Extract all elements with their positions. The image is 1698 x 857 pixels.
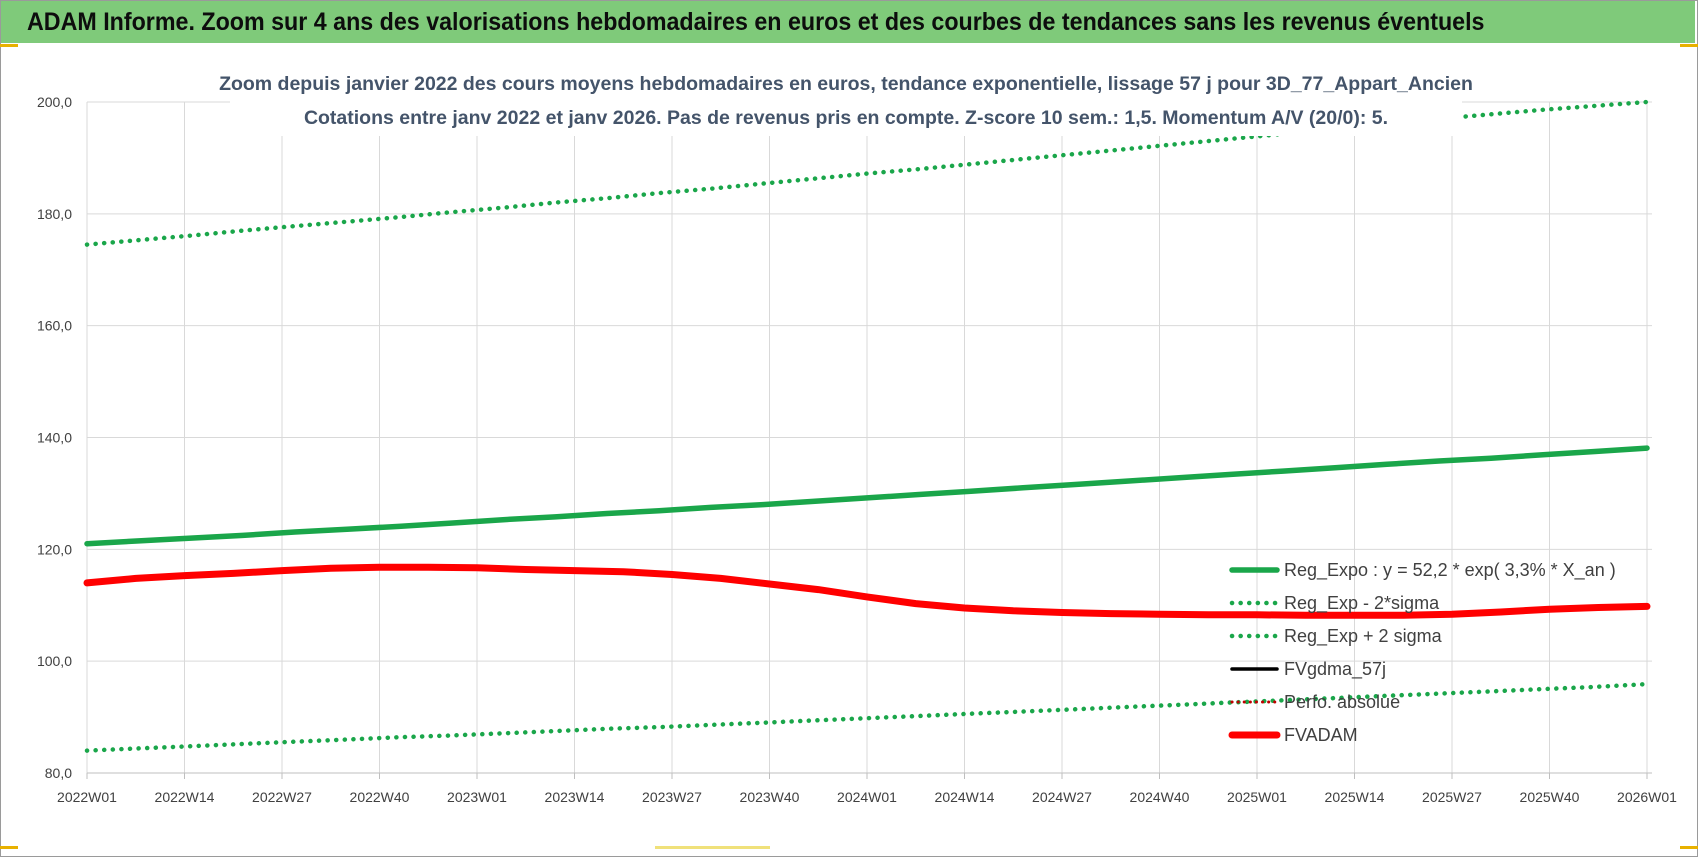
x-tick-label: 2024W01 xyxy=(837,789,897,805)
selection-handle-bottom xyxy=(655,846,770,849)
y-tick-label: 200,0 xyxy=(37,94,72,110)
selection-handle-top-left xyxy=(0,44,18,47)
x-tick-label: 2025W27 xyxy=(1422,789,1482,805)
series-line-2 xyxy=(84,681,1650,753)
title-background xyxy=(230,64,1462,136)
y-tick-label: 120,0 xyxy=(37,541,72,557)
banner-title: ADAM Informe. Zoom sur 4 ans des valoris… xyxy=(27,8,1485,36)
legend-label: Reg_Exp + 2 sigma xyxy=(1284,626,1443,647)
selection-handle-top-right xyxy=(1680,44,1698,47)
x-tick-label: 2023W14 xyxy=(545,789,605,805)
x-tick-label: 2022W01 xyxy=(57,789,117,805)
legend-label: FVADAM xyxy=(1284,725,1358,745)
chart-title-group: Zoom depuis janvier 2022 des cours moyen… xyxy=(219,64,1473,136)
x-tick-label: 2023W40 xyxy=(740,789,800,805)
x-tick-label: 2025W14 xyxy=(1325,789,1385,805)
x-tick-label: 2022W27 xyxy=(252,789,312,805)
x-tick-label: 2022W40 xyxy=(350,789,410,805)
legend-label: Reg_Exp - 2*sigma xyxy=(1284,593,1440,614)
x-tick-label: 2023W01 xyxy=(447,789,507,805)
y-tick-label: 180,0 xyxy=(37,206,72,222)
selection-handle-bottom-left xyxy=(0,846,18,849)
grid xyxy=(86,101,1652,774)
chart-title-line1: Zoom depuis janvier 2022 des cours moyen… xyxy=(219,73,1473,95)
x-tick-label: 2022W14 xyxy=(155,789,215,805)
legend-label: FVgdma_57j xyxy=(1284,659,1386,680)
axes: 80,0 100,0 120,0 140,0 160,0 180,0 200,0 2022W0… xyxy=(37,94,1677,805)
title-banner: ADAM Informe. Zoom sur 4 ans des valoris… xyxy=(1,1,1695,43)
chart-title-line2: Cotations entre janv 2022 et janv 2026. … xyxy=(304,107,1388,129)
x-tick-label: 2025W01 xyxy=(1227,789,1287,805)
x-tick-label: 2024W27 xyxy=(1032,789,1092,805)
legend-label: Reg_Expo : y = 52,2 * exp( 3,3% * X_an ) xyxy=(1284,560,1616,581)
legend-label: Perfo. absolue xyxy=(1284,692,1400,712)
y-tick-label: 100,0 xyxy=(37,653,72,669)
x-tick-label: 2024W14 xyxy=(935,789,995,805)
selection-handle-bottom-right xyxy=(1680,846,1698,849)
x-tick-label: 2024W40 xyxy=(1130,789,1190,805)
series-line-1 xyxy=(84,445,1650,547)
x-tick-label: 2026W01 xyxy=(1617,789,1677,805)
x-tick-label: 2025W40 xyxy=(1520,789,1580,805)
y-tick-label: 140,0 xyxy=(37,430,72,446)
legend: Reg_Expo : y = 52,2 * exp( 3,3% * X_an )… xyxy=(1228,560,1616,745)
y-tick-label: 80,0 xyxy=(45,765,72,781)
y-tick-label: 160,0 xyxy=(37,318,72,334)
series-line-6 xyxy=(83,563,1651,619)
x-tick-label: 2023W27 xyxy=(642,789,702,805)
